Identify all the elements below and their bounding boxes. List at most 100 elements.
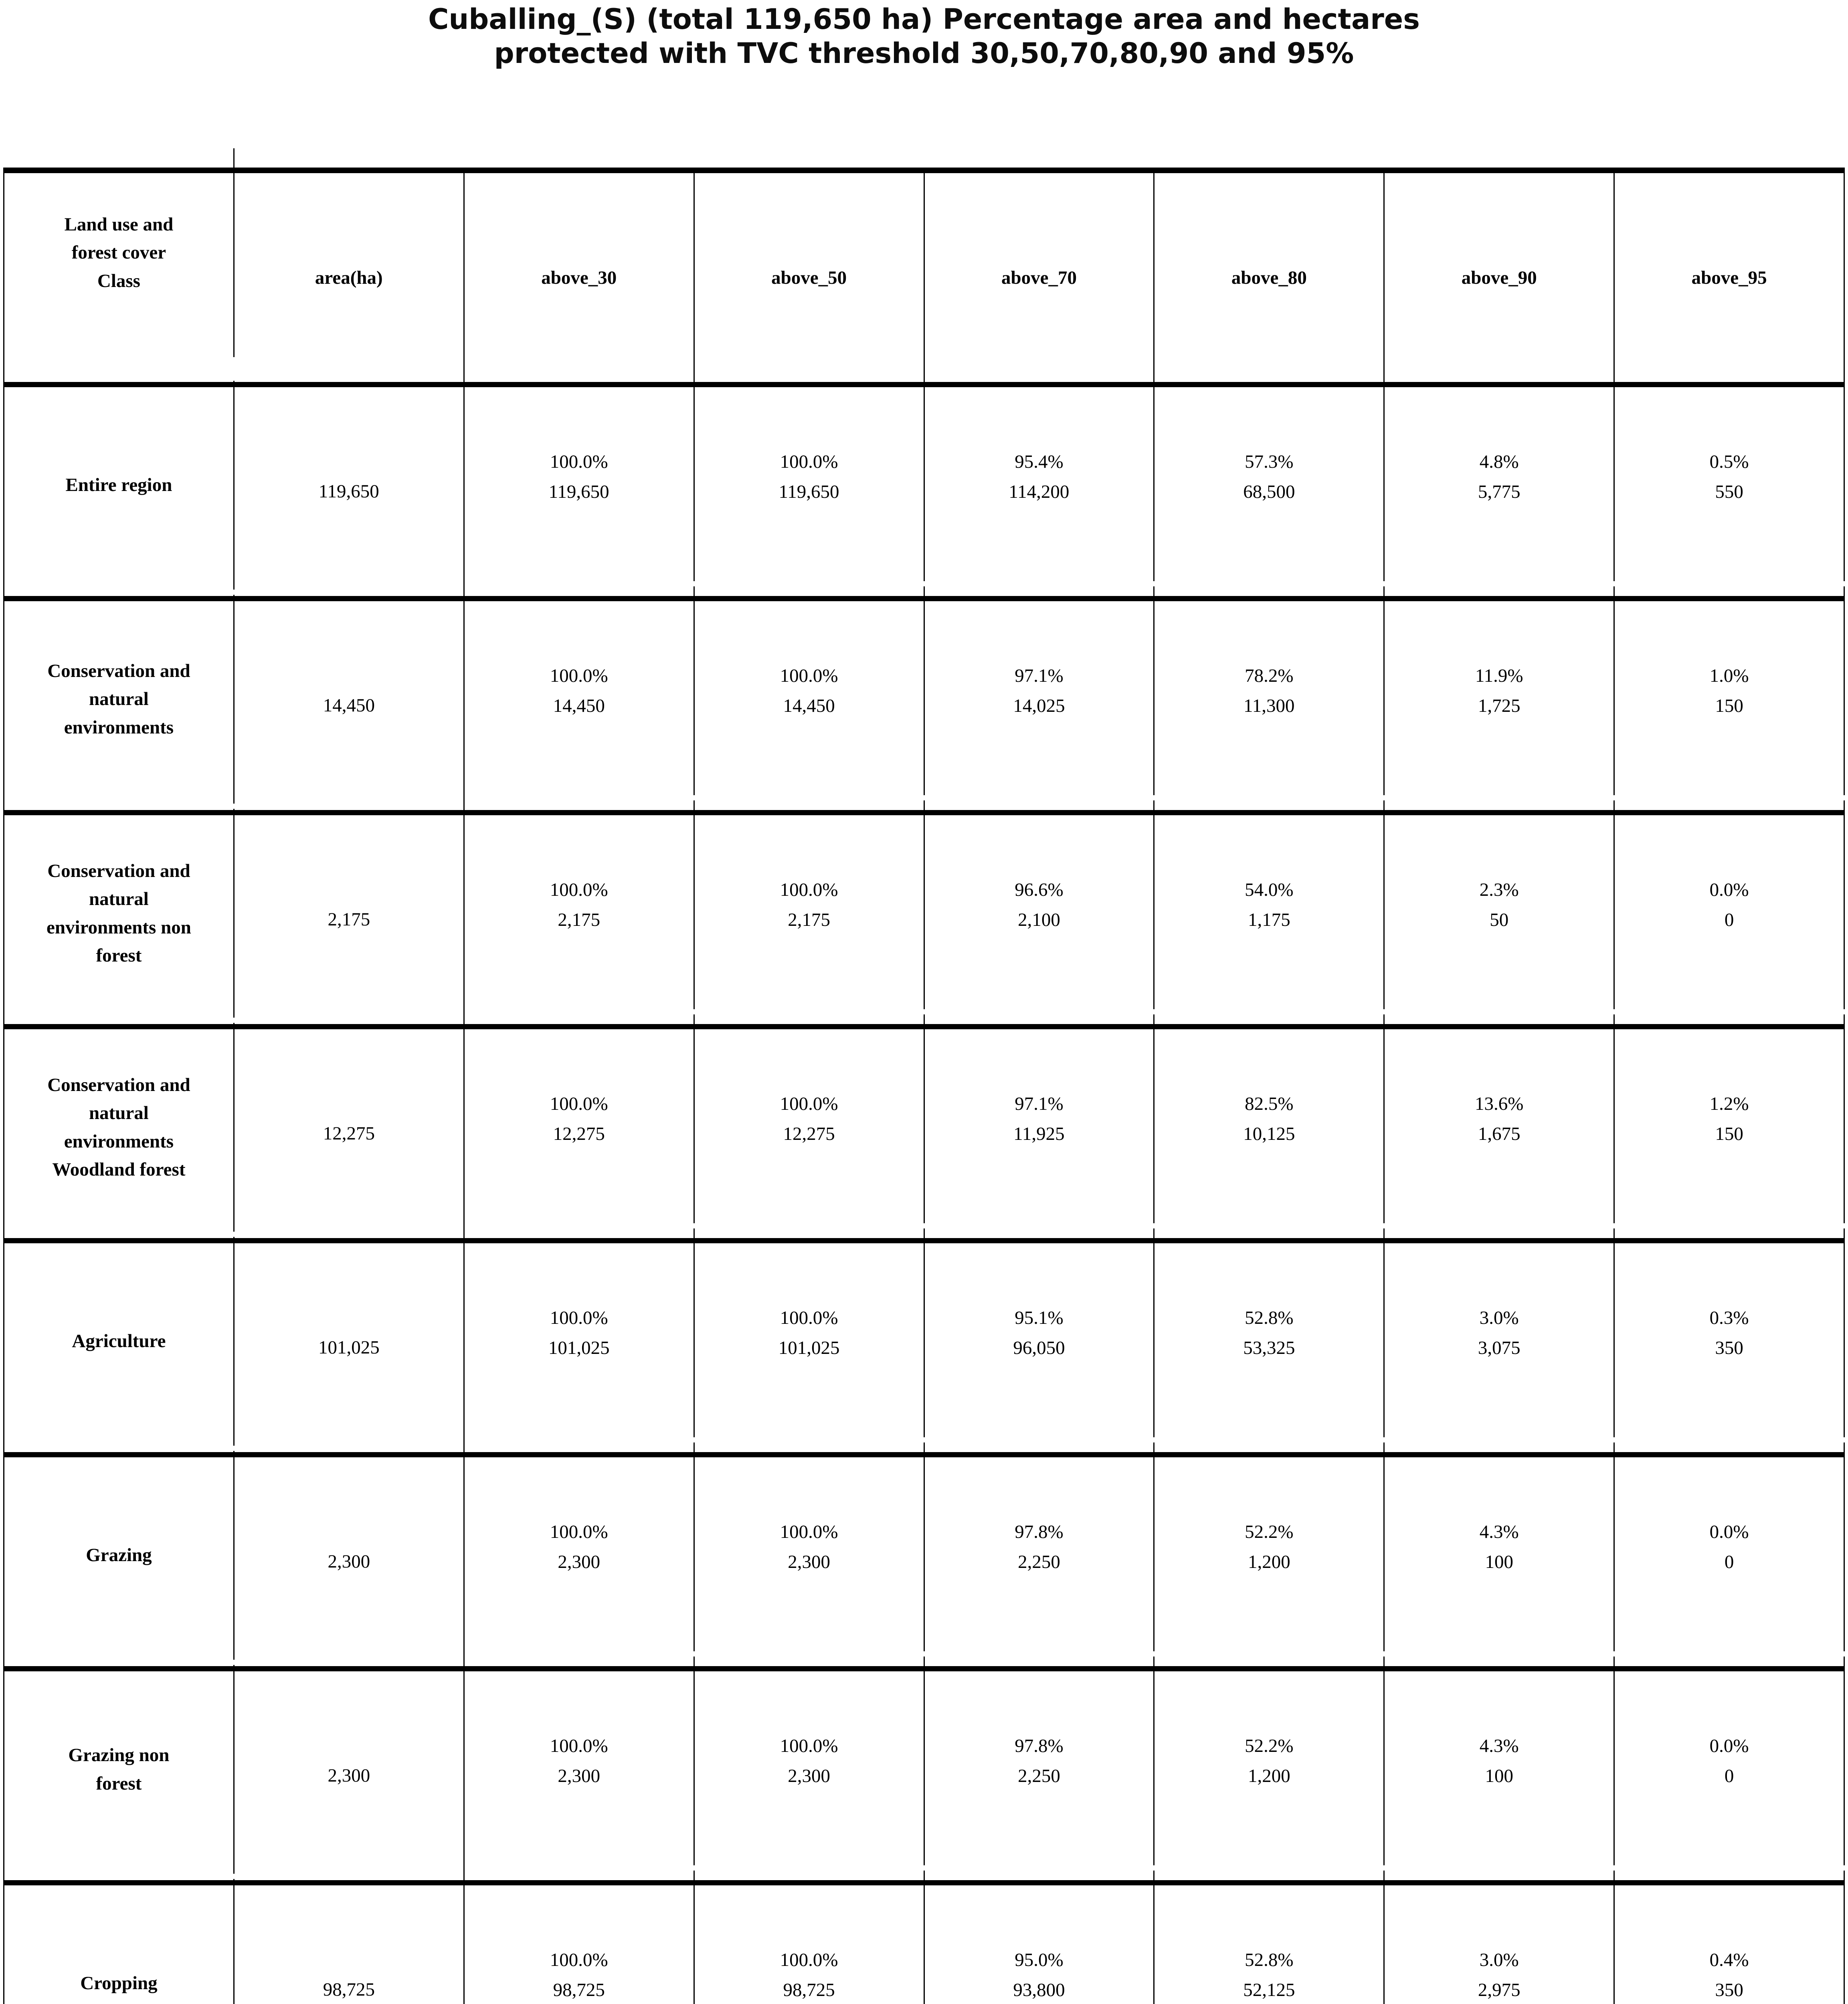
row-area-value: 14,450 xyxy=(235,601,465,810)
ha-value: 12,275 xyxy=(783,1123,835,1144)
ha-value: 100 xyxy=(1485,1765,1513,1786)
pct-value: 13.6% xyxy=(1474,1093,1524,1115)
row-threshold-cell: 1.0% 150 xyxy=(1615,586,1845,795)
ha-value: 1,200 xyxy=(1248,1551,1290,1572)
table-row: Cropping 98,725 100.0% 98,725 100.0% 98,725 95… xyxy=(3,1871,1845,2004)
ha-value: 2,250 xyxy=(1018,1765,1060,1786)
pct-value: 52.2% xyxy=(1245,1521,1294,1543)
pct-value: 97.1% xyxy=(1015,1093,1064,1115)
ha-value: 1,675 xyxy=(1478,1123,1520,1144)
ha-value: 53,325 xyxy=(1243,1337,1295,1358)
pct-value: 100.0% xyxy=(780,1093,838,1115)
row-threshold-cell: 100.0% 119,650 xyxy=(465,372,695,581)
row-threshold-cell: 100.0% 2,300 xyxy=(465,1657,695,1865)
row-label: Conservation and natural environments Wo… xyxy=(4,1023,235,1232)
row-threshold-cell: 13.6% 1,675 xyxy=(1385,1014,1615,1223)
pct-value: 95.1% xyxy=(1015,1307,1064,1329)
pct-value: 100.0% xyxy=(780,879,838,901)
pct-value: 100.0% xyxy=(550,1093,608,1115)
pct-value: 54.0% xyxy=(1245,879,1294,901)
row-threshold-cell: 4.3% 100 xyxy=(1385,1442,1615,1651)
row-label: Conservation and natural environments no… xyxy=(4,809,235,1018)
pct-value: 97.1% xyxy=(1015,665,1064,687)
row-threshold-cell: 100.0% 2,300 xyxy=(695,1657,925,1865)
row-threshold-cell: 1.2% 150 xyxy=(1615,1014,1845,1223)
row-threshold-cell: 52.2% 1,200 xyxy=(1154,1442,1385,1651)
row-threshold-cell: 3.0% 3,075 xyxy=(1385,1228,1615,1437)
row-threshold-cell: 97.1% 11,925 xyxy=(925,1014,1155,1223)
ha-value: 2,250 xyxy=(1018,1551,1060,1572)
pct-value: 0.5% xyxy=(1709,451,1749,473)
row-threshold-cell: 0.3% 350 xyxy=(1615,1228,1845,1437)
ha-value: 2,300 xyxy=(558,1765,600,1786)
tvc-table: Land use and forest cover Class area(ha)… xyxy=(3,148,1845,2004)
table-row: Conservation and natural environments 14,… xyxy=(3,586,1845,815)
pct-value: 52.8% xyxy=(1245,1949,1294,1971)
pct-value: 1.0% xyxy=(1709,665,1749,687)
row-threshold-cell: 4.8% 5,775 xyxy=(1385,372,1615,581)
column-header-area: area(ha) xyxy=(235,173,465,382)
row-area-value: 98,725 xyxy=(235,1885,465,2004)
row-threshold-cell: 0.4% 350 xyxy=(1615,1871,1845,2004)
pct-value: 0.0% xyxy=(1709,1735,1749,1757)
row-threshold-cell: 11.9% 1,725 xyxy=(1385,586,1615,795)
pct-value: 0.4% xyxy=(1709,1949,1749,1971)
ha-value: 68,500 xyxy=(1243,481,1295,502)
row-area-value: 119,650 xyxy=(235,387,465,596)
row-threshold-cell: 100.0% 101,025 xyxy=(695,1228,925,1437)
pct-value: 0.0% xyxy=(1709,879,1749,901)
ha-value: 1,200 xyxy=(1248,1765,1290,1786)
row-threshold-cell: 82.5% 10,125 xyxy=(1154,1014,1385,1223)
pct-value: 0.3% xyxy=(1709,1307,1749,1329)
pct-value: 2.3% xyxy=(1479,879,1519,901)
ha-value: 150 xyxy=(1715,1123,1743,1144)
table-row: Conservation and natural environments Wo… xyxy=(3,1014,1845,1243)
ha-value: 96,050 xyxy=(1013,1337,1065,1358)
ha-value: 12,275 xyxy=(553,1123,605,1144)
ha-value: 101,025 xyxy=(548,1337,610,1358)
row-threshold-cell: 100.0% 2,300 xyxy=(695,1442,925,1651)
row-threshold-cell: 95.4% 114,200 xyxy=(925,372,1155,581)
ha-value: 1,175 xyxy=(1248,909,1290,930)
table-body: Entire region 119,650 100.0% 119,650 100.0% 1… xyxy=(3,372,1845,2004)
pct-value: 96.6% xyxy=(1015,879,1064,901)
pct-value: 100.0% xyxy=(780,665,838,687)
table-row: Conservation and natural environments no… xyxy=(3,800,1845,1029)
table-header-row: Land use and forest cover Class area(ha)… xyxy=(3,148,1845,387)
row-threshold-cell: 97.8% 2,250 xyxy=(925,1442,1155,1651)
pct-value: 11.9% xyxy=(1475,665,1523,687)
row-threshold-cell: 100.0% 12,275 xyxy=(465,1014,695,1223)
page-title: Cuballing_(S) (total 119,650 ha) Percent… xyxy=(0,2,1848,71)
ha-value: 14,450 xyxy=(783,695,835,716)
column-header-above-90: above_90 xyxy=(1385,173,1615,382)
pct-value: 52.2% xyxy=(1245,1735,1294,1757)
ha-value: 93,800 xyxy=(1013,1979,1065,2000)
ha-value: 2,300 xyxy=(788,1551,830,1572)
ha-value: 119,650 xyxy=(548,481,609,502)
pct-value: 52.8% xyxy=(1245,1307,1294,1329)
row-threshold-cell: 78.2% 11,300 xyxy=(1154,586,1385,795)
page-title-line2: protected with TVC threshold 30,50,70,80… xyxy=(494,37,1354,70)
pct-value: 100.0% xyxy=(780,1735,838,1757)
row-label: Entire region xyxy=(4,381,235,590)
row-threshold-cell: 52.8% 52,125 xyxy=(1154,1871,1385,2004)
ha-value: 0 xyxy=(1724,909,1734,930)
row-threshold-cell: 52.2% 1,200 xyxy=(1154,1657,1385,1865)
row-threshold-cell: 100.0% 119,650 xyxy=(695,372,925,581)
row-threshold-cell: 0.5% 550 xyxy=(1615,372,1845,581)
row-threshold-cell: 0.0% 0 xyxy=(1615,1442,1845,1651)
ha-value: 2,300 xyxy=(558,1551,600,1572)
column-header-above-30: above_30 xyxy=(465,173,695,382)
ha-value: 50 xyxy=(1490,909,1509,930)
column-header-above-95: above_95 xyxy=(1615,173,1845,382)
ha-value: 52,125 xyxy=(1243,1979,1295,2000)
row-label: Grazing xyxy=(4,1451,235,1660)
page-title-line1: Cuballing_(S) (total 119,650 ha) Percent… xyxy=(428,3,1420,36)
pct-value: 100.0% xyxy=(550,879,608,901)
row-area-value: 101,025 xyxy=(235,1243,465,1452)
ha-value: 3,075 xyxy=(1478,1337,1520,1358)
row-area-value: 12,275 xyxy=(235,1029,465,1238)
pct-value: 78.2% xyxy=(1245,665,1294,687)
pct-value: 4.3% xyxy=(1479,1521,1519,1543)
